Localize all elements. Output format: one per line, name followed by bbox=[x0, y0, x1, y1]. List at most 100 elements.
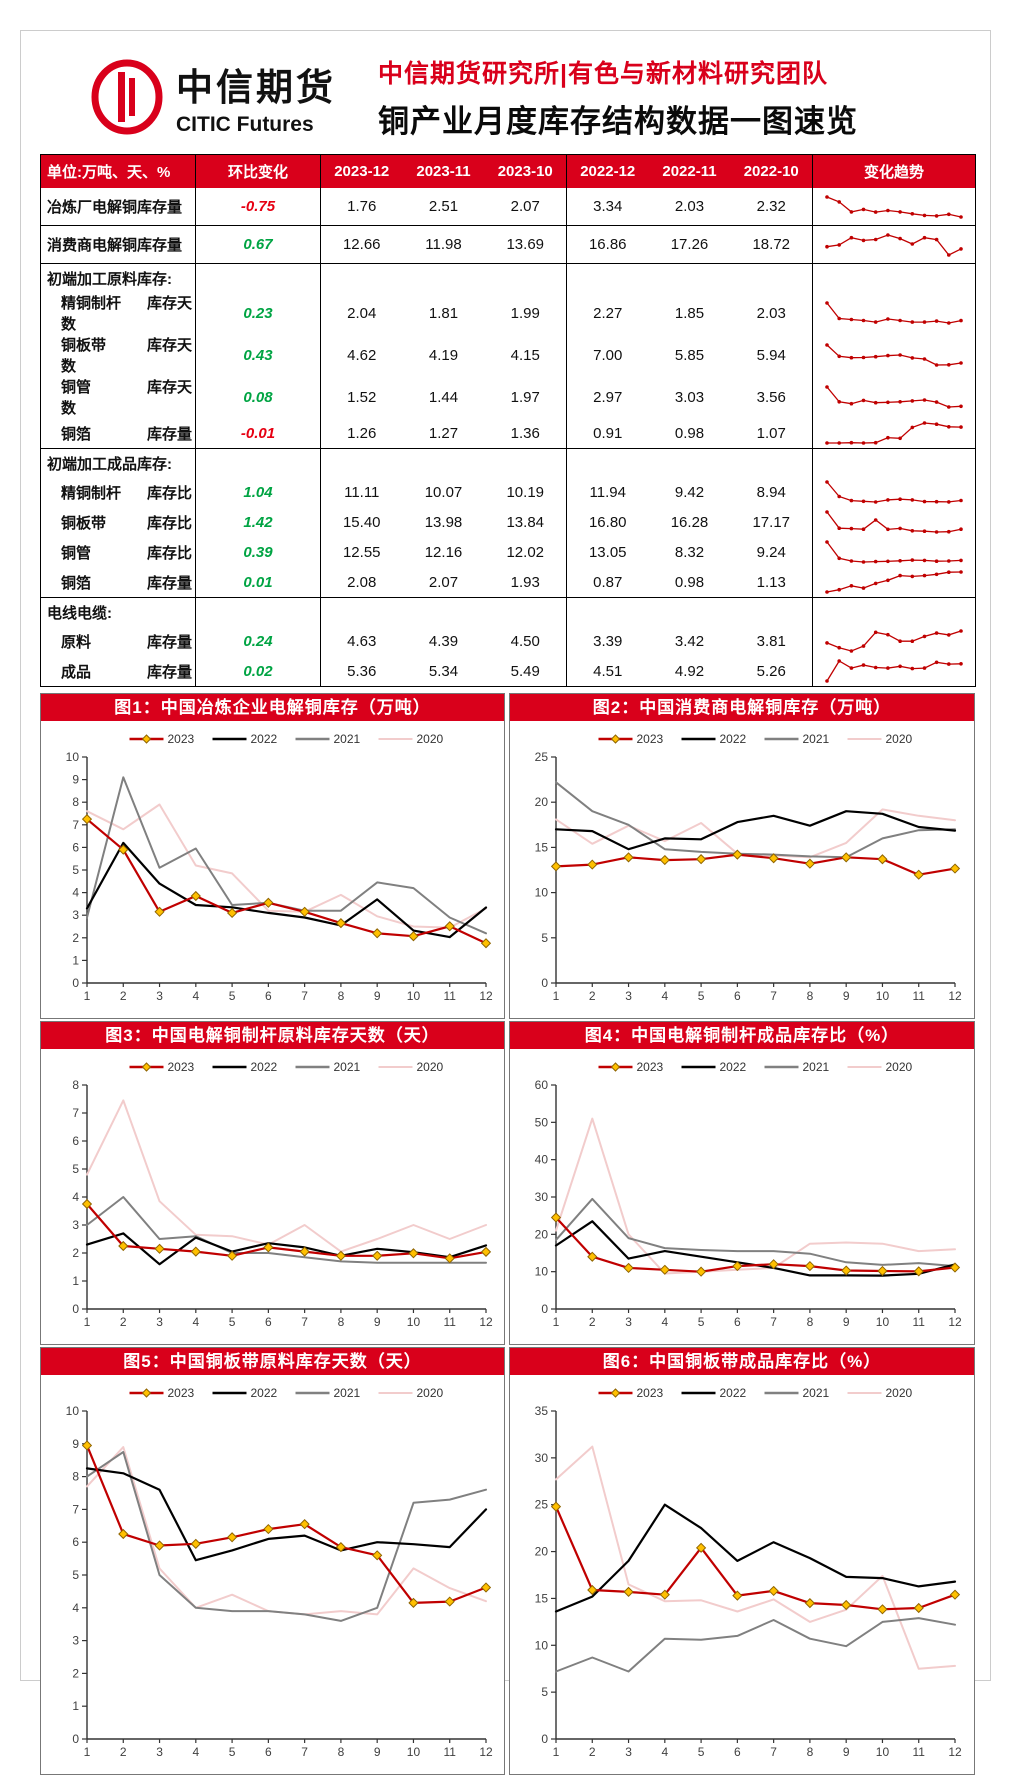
month-value: 13.05 bbox=[566, 537, 649, 567]
data-marker bbox=[804, 858, 816, 869]
row-metric-label: 库存量 bbox=[147, 574, 193, 592]
month-value: 2.27 bbox=[566, 292, 649, 334]
mom-change-value: 1.04 bbox=[195, 477, 321, 507]
x-tick-label: 9 bbox=[374, 1745, 381, 1759]
chart-panel: 图4：中国电解铜制杆成品库存比（%） 0 10 20 30 40 50 60 1 2 3 4 5 6 7 8 9… bbox=[509, 1021, 975, 1345]
month-value: 1.44 bbox=[428, 388, 459, 406]
month-value: 1.27 bbox=[428, 424, 459, 442]
table-row: 原料 库存量 0.24 4.63 4.39 4.50 3.39 3.42 3.81 bbox=[41, 626, 976, 656]
month-value: 11.98 bbox=[402, 225, 485, 264]
month-value: 16.80 bbox=[566, 507, 649, 537]
y-tick-label: 10 bbox=[535, 1638, 549, 1652]
data-marker bbox=[659, 1264, 670, 1275]
month-value: 12.02 bbox=[506, 543, 545, 561]
x-tick-label: 4 bbox=[192, 1745, 199, 1759]
x-tick-label: 10 bbox=[407, 989, 421, 1003]
row-label: 精铜制杆 库存比 bbox=[41, 477, 196, 507]
chart-title: 图2：中国消费商电解铜库存（万吨） bbox=[510, 694, 974, 721]
trend-sparkline bbox=[825, 659, 963, 683]
legend-label-2022: 2022 bbox=[251, 1060, 278, 1074]
series-line-2022 bbox=[554, 1220, 957, 1277]
month-value: 4.62 bbox=[320, 334, 403, 376]
month-value: 0.87 bbox=[566, 567, 649, 598]
x-tick-label: 9 bbox=[843, 1315, 850, 1329]
trend-sparkline bbox=[825, 301, 963, 325]
x-tick-label: 5 bbox=[698, 989, 705, 1003]
series-line-2021 bbox=[555, 1197, 956, 1268]
data-marker bbox=[372, 1250, 383, 1261]
chart-title: 图5：中国铜板带原料库存天数（天） bbox=[41, 1348, 504, 1375]
x-tick-label: 10 bbox=[876, 1745, 890, 1759]
data-marker bbox=[81, 1440, 93, 1451]
column-header: 变化趋势 bbox=[812, 154, 976, 188]
month-value: 1.99 bbox=[510, 304, 540, 322]
x-tick-label: 2 bbox=[589, 989, 596, 1003]
month-value: 13.84 bbox=[506, 513, 545, 531]
data-marker bbox=[226, 1532, 238, 1543]
table-header-row: 单位:万吨、天、% 环比变化 2023-12 2023-11 2023-10 2022-1… bbox=[40, 154, 976, 188]
legend-label-2020: 2020 bbox=[886, 732, 913, 746]
legend-label-2022: 2022 bbox=[720, 732, 747, 746]
y-tick-label: 15 bbox=[535, 840, 549, 854]
x-tick-label: 12 bbox=[479, 1315, 493, 1329]
data-marker bbox=[768, 853, 779, 864]
data-marker bbox=[444, 1253, 455, 1264]
month-value: 5.94 bbox=[756, 346, 786, 364]
section-row: 初端加工原料库存: bbox=[40, 263, 976, 292]
data-marker bbox=[81, 814, 93, 825]
row-label: 铜管 库存比 bbox=[41, 537, 196, 567]
mom-change-value: 1.42 bbox=[195, 507, 321, 537]
citic-logo: 中信期货 CITIC Futures bbox=[88, 57, 336, 137]
y-tick-label: 2 bbox=[72, 931, 79, 945]
y-tick-label: 0 bbox=[72, 1302, 79, 1316]
x-tick-label: 7 bbox=[770, 1315, 777, 1329]
trend-cell bbox=[812, 225, 976, 264]
row-item-label: 铜板带 bbox=[61, 337, 107, 354]
data-marker bbox=[444, 921, 455, 932]
data-marker bbox=[732, 1260, 743, 1272]
month-value: 4.92 bbox=[674, 662, 705, 680]
research-team-title: 中信期货研究所|有色与新材料研究团队 bbox=[378, 59, 828, 88]
month-value: 5.49 bbox=[510, 662, 540, 680]
series-line-2023 bbox=[85, 1202, 488, 1260]
data-marker bbox=[408, 1248, 419, 1259]
y-tick-label: 5 bbox=[72, 1162, 79, 1176]
chart-panel: 图3：中国电解铜制杆原料库存天数（天） 0 1 2 3 4 5 6 7 8 1 2 3 4 5 6 7 8 9 10 1… bbox=[40, 1021, 505, 1345]
month-value: 3.03 bbox=[674, 388, 705, 406]
table-row: 铜箔 库存量 0.01 2.08 2.07 1.93 0.87 0.98 1.13 bbox=[41, 567, 976, 598]
data-marker bbox=[480, 1582, 492, 1593]
legend-label-2023: 2023 bbox=[637, 732, 664, 746]
x-tick-label: 2 bbox=[120, 1315, 127, 1329]
report-titles: 中信期货研究所|有色与新材料研究团队 铜产业月度库存结构数据一图速览 bbox=[378, 54, 858, 141]
trend-cell bbox=[812, 334, 976, 376]
month-value bbox=[648, 263, 731, 292]
row-metric-label: 库存天数 bbox=[61, 295, 193, 333]
chart-panel: 图6：中国铜板带成品库存比（%） 0 5 10 15 20 25 30 35 1 2 3 4 5 6 7 8 9 1… bbox=[509, 1347, 975, 1775]
data-marker bbox=[190, 1246, 201, 1257]
x-tick-label: 11 bbox=[912, 1315, 925, 1329]
data-marker bbox=[695, 1542, 707, 1553]
trend-sparkline bbox=[825, 385, 963, 409]
month-value bbox=[648, 448, 731, 477]
row-label: 铜板带 库存比 bbox=[41, 507, 196, 537]
x-tick-label: 6 bbox=[265, 1745, 272, 1759]
y-tick-label: 6 bbox=[72, 1535, 79, 1549]
x-tick-label: 8 bbox=[338, 1315, 345, 1329]
x-tick-label: 5 bbox=[698, 1315, 705, 1329]
month-value: 1.97 bbox=[510, 388, 540, 406]
data-marker bbox=[732, 1590, 743, 1601]
x-tick-label: 3 bbox=[625, 989, 632, 1003]
mom-change-value: 0.01 bbox=[195, 567, 321, 598]
y-tick-label: 30 bbox=[535, 1451, 549, 1465]
x-tick-label: 12 bbox=[479, 1745, 493, 1759]
month-value: 7.00 bbox=[566, 334, 649, 376]
data-marker bbox=[444, 1596, 455, 1607]
x-tick-label: 4 bbox=[192, 1315, 199, 1329]
y-tick-label: 5 bbox=[541, 931, 548, 945]
month-value: 1.93 bbox=[510, 573, 540, 591]
x-tick-label: 4 bbox=[192, 989, 199, 1003]
column-header: 2022-12 bbox=[566, 154, 649, 188]
inventory-table: 单位:万吨、天、% 环比变化 2023-12 2023-11 2023-10 2022-1… bbox=[40, 154, 976, 687]
series-line-2023 bbox=[85, 818, 488, 945]
